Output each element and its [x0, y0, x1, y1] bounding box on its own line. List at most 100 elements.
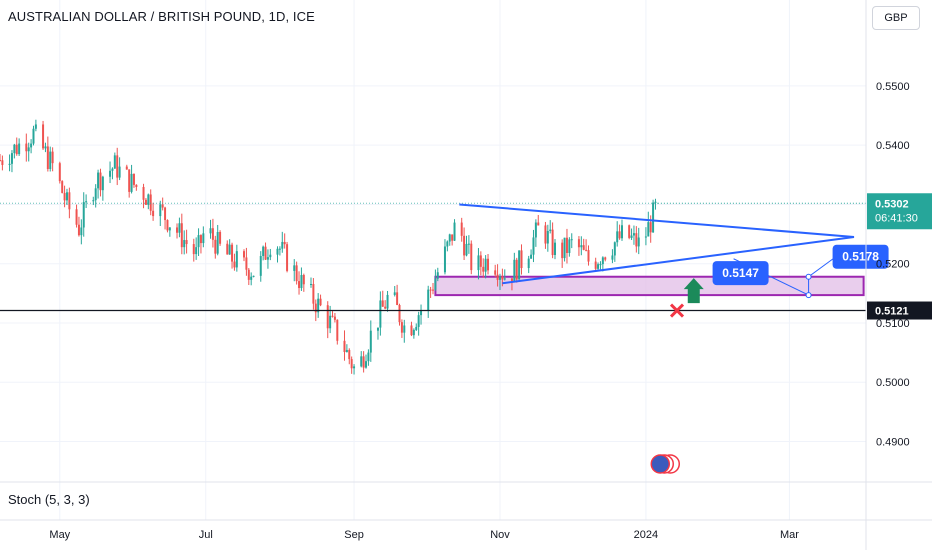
candle: [298, 271, 301, 295]
candle-body: [429, 289, 432, 291]
candle: [269, 248, 272, 261]
candle: [264, 242, 267, 260]
candle: [116, 147, 119, 186]
candle: [197, 228, 200, 257]
candle: [243, 249, 246, 262]
candle: [46, 136, 49, 172]
candle-body: [144, 199, 147, 205]
candle: [353, 364, 356, 375]
candle: [580, 236, 583, 256]
candle-body: [180, 223, 183, 248]
candle: [561, 239, 564, 268]
candle: [235, 244, 238, 272]
candle: [281, 231, 284, 253]
candle-body: [219, 231, 222, 244]
candle-body: [415, 326, 418, 330]
candle-body: [243, 251, 246, 258]
candle-body: [496, 274, 499, 280]
candle-body: [231, 244, 234, 262]
candle-body: [360, 356, 363, 367]
candle-body: [604, 257, 607, 260]
candle-body: [10, 153, 13, 164]
annotation-badge-high-text: 0.5178: [842, 250, 879, 264]
candle: [283, 233, 286, 249]
candle: [34, 119, 37, 132]
candle: [348, 348, 351, 365]
candle: [479, 251, 482, 276]
support-price-tag: 0.5121: [867, 301, 932, 320]
candle-body: [293, 265, 296, 271]
candle: [577, 236, 580, 256]
candle-body: [350, 359, 353, 369]
candle: [259, 251, 262, 282]
candle-body: [601, 257, 604, 265]
candle: [515, 257, 518, 283]
candle: [331, 311, 334, 318]
currency-button[interactable]: GBP: [872, 6, 920, 30]
candle: [295, 261, 298, 285]
candle-body: [276, 248, 279, 255]
candle: [233, 253, 236, 271]
candle-body: [432, 289, 434, 291]
candle-body: [226, 243, 229, 255]
candle-body: [109, 170, 112, 177]
candle-body: [32, 128, 35, 144]
candle-body: [647, 222, 650, 237]
candle: [546, 224, 549, 252]
candle-body: [1, 160, 4, 165]
candle: [613, 241, 616, 262]
candle: [128, 169, 131, 198]
candle-body: [637, 237, 640, 247]
candle: [49, 146, 52, 172]
candle-body: [202, 233, 205, 244]
candle-body: [348, 349, 351, 360]
candle: [8, 154, 11, 172]
candle: [632, 225, 635, 245]
candle-body: [345, 349, 348, 353]
candle-body: [269, 254, 272, 258]
candle: [654, 198, 657, 210]
candle: [537, 215, 540, 226]
candle-body: [0, 160, 1, 161]
candle-body: [130, 173, 133, 192]
candle: [30, 139, 33, 154]
candle-body: [264, 246, 267, 260]
candle-body: [312, 283, 315, 304]
candle: [570, 233, 573, 249]
candle-body: [436, 272, 439, 279]
candle: [453, 219, 456, 241]
candle-body: [412, 329, 415, 336]
x-tick-label: Nov: [490, 529, 510, 541]
candle: [142, 183, 145, 209]
candle: [565, 228, 568, 264]
candle: [448, 233, 451, 246]
candle-body: [561, 242, 564, 259]
candle-body: [520, 250, 523, 269]
y-tick-label: 0.5400: [876, 140, 910, 152]
stoch-indicator-label[interactable]: Stoch (5, 3, 3): [8, 492, 90, 507]
candle: [166, 219, 169, 233]
candle-body: [235, 251, 238, 268]
candle-body: [214, 239, 217, 254]
candle: [80, 219, 83, 245]
triangle-upper-line: [459, 203, 855, 239]
candle: [92, 196, 95, 206]
candle: [379, 291, 382, 336]
candle-body: [613, 242, 616, 256]
drawings-layer: 0.5147 0.5178: [0, 202, 889, 474]
candle: [587, 245, 590, 266]
candle: [75, 204, 78, 228]
candle-body: [132, 173, 135, 185]
candle: [534, 219, 537, 247]
candle: [159, 200, 162, 226]
candle-body: [319, 298, 322, 306]
candle-body: [118, 166, 121, 178]
candle: [312, 278, 315, 310]
candle-body: [61, 181, 64, 193]
candle-body: [427, 289, 430, 311]
annotation-badge-low: 0.5147: [712, 261, 769, 286]
candle: [585, 239, 588, 252]
candle-body: [365, 361, 368, 368]
candle: [209, 219, 212, 239]
